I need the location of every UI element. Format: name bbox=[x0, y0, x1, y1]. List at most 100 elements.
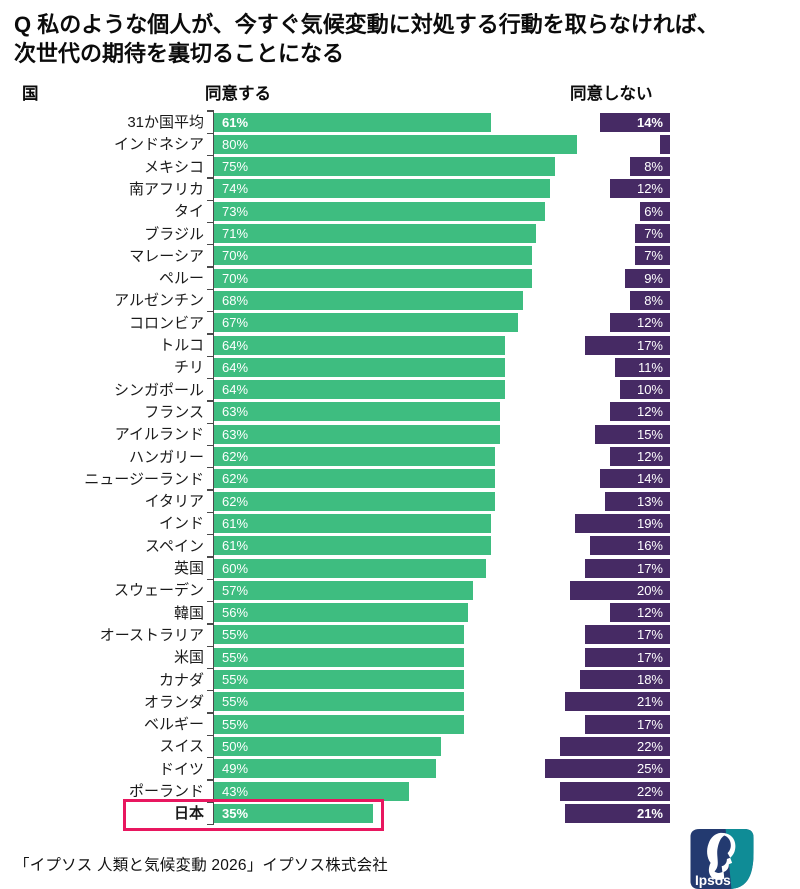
agree-value-label: 70% bbox=[222, 270, 249, 286]
disagree-value-label: 10% bbox=[636, 382, 663, 398]
chart-row: ベルギー 55% 17% bbox=[0, 713, 800, 735]
agree-bar: 50% bbox=[214, 736, 441, 756]
column-header-disagree: 同意しない bbox=[570, 85, 653, 103]
disagree-value-label: 8% bbox=[644, 159, 663, 175]
agree-value-label: 55% bbox=[222, 649, 249, 665]
country-label: トルコ bbox=[159, 337, 204, 354]
country-label: スイス bbox=[159, 738, 204, 756]
agree-value-label: 64% bbox=[222, 382, 249, 398]
disagree-bar: 17% bbox=[585, 647, 670, 667]
agree-value-label: 67% bbox=[222, 315, 249, 331]
agree-value-label: 55% bbox=[222, 627, 249, 643]
disagree-value-label: 17% bbox=[636, 560, 663, 576]
axis-tick bbox=[207, 422, 214, 424]
country-label: 米国 bbox=[173, 649, 204, 667]
disagree-bar: 22% bbox=[560, 736, 670, 756]
agree-bar: 55% bbox=[214, 670, 464, 689]
chart-row: トルコ 64% 17% bbox=[0, 334, 800, 356]
chart-row: ペルー 70% 9% bbox=[0, 267, 800, 289]
column-header-country: 国 bbox=[22, 85, 39, 103]
disagree-value-label: 22% bbox=[636, 783, 663, 799]
chart-row: アルゼンチン 68% 8% bbox=[0, 289, 800, 311]
disagree-bar: 10% bbox=[620, 380, 670, 400]
disagree-value-label: 8% bbox=[644, 292, 663, 308]
disagree-bar: 21% bbox=[565, 803, 670, 823]
country-label: ドイツ bbox=[158, 760, 204, 778]
source-note: 「イプソス 人類と気候変動 2026」イプソス株式会社 bbox=[14, 857, 388, 874]
chart-row: ブラジル 71% 7% bbox=[0, 223, 800, 245]
country-label: 日本 bbox=[173, 805, 204, 823]
chart-row: ドイツ 49% 25% bbox=[0, 758, 800, 780]
country-label: 英国 bbox=[173, 560, 204, 577]
axis-tick bbox=[207, 779, 214, 781]
chart-row: アイルランド 63% 15% bbox=[0, 423, 800, 445]
agree-bar: 80% bbox=[214, 134, 578, 154]
chart-row: スイス 50% 22% bbox=[0, 735, 800, 757]
country-label: ポーランド bbox=[128, 783, 204, 800]
agree-bar: 70% bbox=[214, 246, 532, 266]
axis-tick bbox=[207, 757, 214, 759]
disagree-bar: 20% bbox=[570, 580, 670, 600]
disagree-bar: 11% bbox=[615, 357, 670, 377]
axis-tick bbox=[207, 244, 214, 246]
country-label: メキシコ bbox=[143, 158, 204, 176]
chart-row: マレーシア 70% 7% bbox=[0, 245, 800, 267]
country-label: オランダ bbox=[143, 693, 204, 711]
disagree-value-label: 14% bbox=[636, 114, 663, 130]
chart-row: タイ 73% 6% bbox=[0, 200, 800, 222]
country-label: インド bbox=[158, 515, 204, 533]
disagree-bar: 14% bbox=[600, 469, 670, 489]
chart-row: ポーランド 43% 22% bbox=[0, 780, 800, 802]
disagree-value-label: 9% bbox=[644, 270, 663, 286]
disagree-bar: 16% bbox=[590, 536, 670, 556]
disagree-bar: 22% bbox=[560, 781, 670, 801]
axis-tick bbox=[207, 199, 214, 201]
axis-tick bbox=[207, 667, 214, 670]
agree-value-label: 62% bbox=[222, 471, 249, 487]
axis-tick bbox=[207, 266, 214, 268]
agree-value-label: 60% bbox=[222, 560, 249, 576]
disagree-value-label: 21% bbox=[636, 694, 663, 710]
axis-tick bbox=[207, 511, 214, 514]
country-label: スペイン bbox=[145, 537, 204, 555]
chart-row: オーストラリア 55% 17% bbox=[0, 624, 800, 646]
disagree-bar: 14% bbox=[600, 112, 670, 132]
disagree-value-label: 12% bbox=[636, 315, 663, 331]
disagree-bar: 7% bbox=[635, 224, 670, 243]
country-label: コロンビア bbox=[128, 314, 204, 332]
disagree-value-label: 17% bbox=[636, 649, 663, 665]
disagree-bar: 17% bbox=[585, 625, 670, 645]
agree-value-label: 70% bbox=[222, 248, 249, 264]
country-label: インドネシア bbox=[113, 136, 204, 154]
agree-bar: 71% bbox=[214, 224, 537, 243]
agree-bar: 35% bbox=[214, 803, 373, 823]
disagree-value-label: 22% bbox=[636, 738, 663, 754]
chart-row: スウェーデン 57% 20% bbox=[0, 579, 800, 601]
agree-value-label: 49% bbox=[222, 761, 249, 777]
axis-tick bbox=[207, 355, 214, 357]
chart-row: カナダ 55% 18% bbox=[0, 669, 800, 691]
agree-bar: 61% bbox=[214, 513, 491, 533]
disagree-value-label: 15% bbox=[636, 426, 663, 442]
axis-tick bbox=[207, 534, 214, 536]
agree-bar: 61% bbox=[214, 112, 491, 132]
disagree-bar bbox=[660, 134, 670, 154]
agree-bar: 43% bbox=[214, 781, 410, 801]
axis-tick bbox=[207, 221, 214, 224]
country-label: シンガポール bbox=[113, 381, 204, 399]
agree-bar: 63% bbox=[214, 424, 501, 444]
chart-row: フランス 63% 12% bbox=[0, 401, 800, 423]
agree-value-label: 73% bbox=[222, 203, 249, 219]
country-label: ニュージーランド bbox=[84, 470, 204, 488]
agree-bar: 55% bbox=[214, 625, 464, 645]
country-label: 南アフリカ bbox=[128, 180, 204, 198]
axis-tick bbox=[207, 177, 214, 179]
disagree-bar: 17% bbox=[585, 714, 670, 734]
disagree-value-label: 16% bbox=[636, 538, 663, 554]
country-label: フランス bbox=[144, 403, 204, 421]
disagree-value-label: 17% bbox=[636, 627, 663, 643]
chart-row: 日本 35% 21% bbox=[0, 802, 800, 824]
agree-value-label: 62% bbox=[222, 493, 249, 509]
country-label: ペルー bbox=[158, 270, 204, 288]
agree-bar: 64% bbox=[214, 380, 505, 400]
